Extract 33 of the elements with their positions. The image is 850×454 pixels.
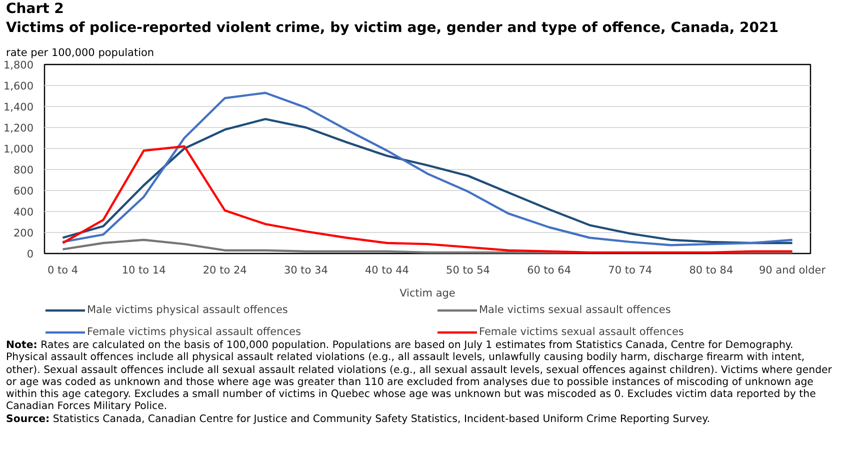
source-note: Source: Statistics Canada, Canadian Centre for Justice and Community Safety Statistics, Incident-based Uniform Crime Reporting Survey.	[6, 414, 710, 425]
x-tick-label: 30 to 34	[284, 264, 328, 276]
y-tick-label: 1,400	[3, 102, 34, 114]
line-series	[62, 118, 794, 244]
y-tick-label: 400	[13, 206, 34, 218]
y-tick-label: 0	[26, 248, 34, 260]
x-axis-title: Victim age	[400, 288, 456, 300]
y-tick-label: 200	[13, 228, 34, 240]
line-series	[62, 145, 794, 254]
x-tick-label: 40 to 44	[365, 264, 410, 276]
x-tick-label: 80 to 84	[689, 264, 734, 276]
legend-label: Female victims physical assault offences	[87, 325, 302, 339]
line-series	[62, 92, 794, 246]
x-tick-label: 10 to 14	[122, 264, 166, 276]
y-tick-label: 1,600	[3, 80, 34, 92]
x-tick-label: 90 and older	[758, 264, 826, 276]
legend-label: Male victims sexual assault offences	[479, 303, 672, 317]
y-tick-label: 800	[13, 164, 34, 176]
legend-label: Female victims sexual assault offences	[479, 325, 685, 339]
y-axis-title: rate per 100,000 population	[6, 47, 154, 59]
y-tick-label: 600	[13, 186, 34, 198]
chart-title: Chart 2	[6, 0, 65, 19]
x-tick-label: 60 to 64	[527, 264, 572, 276]
y-tick-label: 1,800	[3, 60, 34, 72]
x-tick-label: 0 to 4	[47, 264, 78, 276]
x-tick-label: 20 to 24	[202, 264, 248, 276]
x-tick-label: 50 to 54	[446, 264, 490, 276]
legend-label: Male victims physical assault offences	[87, 303, 289, 317]
y-tick-label: 1,000	[3, 144, 34, 156]
x-tick-label: 70 to 74	[608, 264, 652, 276]
text: Note: Rates are calculated on the basis of 100,000 population. Populations are based on July 1 estimates from Statistics Canada, Centre for Demography. Physical assault offences include all physical assault related violations (e.g., all assault levels, unlawfully causing bodily harm, discharge firearm with intent, other). Sexual assault offences include all sexual assault related violations (e.g., all sexual assault levels, sexual offences against children). Victims where gender or age was coded as unknown and those where age was greater than 110 are excluded from analyses due to possible instances of miscoding of unknown age within this age category. Excludes a small number of victims in Quebec whose age was unknown but was miscoded as 0. Excludes victim data reported by the Canadian Forces Military Police.	[6, 340, 832, 412]
y-tick-label: 1,200	[3, 122, 34, 134]
chart-subtitle: Victims of police-reported violent crime, by victim age, gender and type of offence, Canada, 2021	[6, 19, 778, 38]
